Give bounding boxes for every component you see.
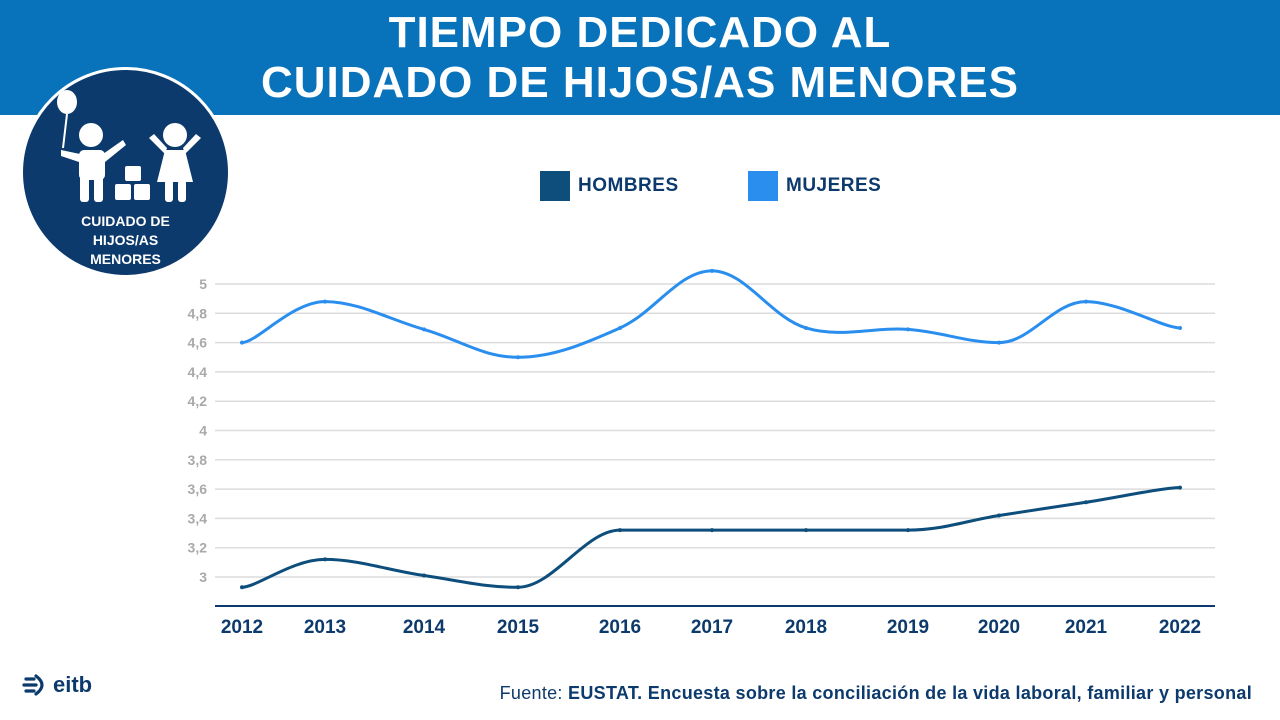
legend-swatch-mujeres xyxy=(748,171,778,201)
data-point-hombres xyxy=(906,528,910,533)
source-note: Fuente: EUSTAT. Encuesta sobre la concil… xyxy=(500,683,1252,704)
x-tick-label: 2019 xyxy=(887,617,929,638)
data-point-mujeres xyxy=(422,327,426,332)
data-point-hombres xyxy=(618,528,622,533)
badge-label-line-3: MENORES xyxy=(90,251,161,267)
data-point-hombres xyxy=(710,528,714,533)
legend-swatch-hombres xyxy=(540,171,570,201)
eitb-logo-text: eitb xyxy=(53,672,93,697)
y-tick-label: 3 xyxy=(199,569,207,585)
legend-label-hombres: HOMBRES xyxy=(578,175,679,196)
y-tick-label: 4,2 xyxy=(188,393,208,409)
legend-item-mujeres: MUJERES xyxy=(748,171,881,201)
data-point-mujeres xyxy=(997,340,1001,345)
data-point-mujeres xyxy=(1084,299,1088,304)
x-tick-label: 2012 xyxy=(221,617,263,638)
legend-item-hombres: HOMBRES xyxy=(540,171,679,201)
topic-badge: CUIDADO DE HIJOS/AS MENORES xyxy=(20,67,231,278)
header-banner: TIEMPO DEDICADO AL CUIDADO DE HIJOS/AS M… xyxy=(0,0,1280,115)
data-point-hombres xyxy=(804,528,808,533)
x-tick-label: 2021 xyxy=(1065,617,1108,638)
y-tick-label: 3,2 xyxy=(188,540,208,556)
data-point-mujeres xyxy=(1178,325,1182,330)
x-tick-label: 2018 xyxy=(785,617,827,638)
data-point-hombres xyxy=(997,513,1001,518)
x-tick-label: 2016 xyxy=(599,617,641,638)
y-tick-label: 4,8 xyxy=(188,305,208,321)
data-point-mujeres xyxy=(323,299,327,304)
eitb-logo-icon xyxy=(22,674,44,696)
data-point-mujeres xyxy=(618,325,622,330)
x-tick-label: 2013 xyxy=(304,617,346,638)
data-point-mujeres xyxy=(710,268,714,273)
badge-label-line-1: CUIDADO DE xyxy=(81,213,170,229)
title-line-2: CUIDADO DE HIJOS/AS MENORES xyxy=(261,57,1019,107)
badge-label-line-2: HIJOS/AS xyxy=(92,232,159,248)
title-line-1: TIEMPO DEDICADO AL xyxy=(388,7,892,57)
children-playing-icon xyxy=(57,90,201,202)
source-text: EUSTAT. Encuesta sobre la conciliación d… xyxy=(568,683,1252,703)
data-point-hombres xyxy=(1178,485,1182,490)
data-point-hombres xyxy=(422,573,426,578)
x-tick-label: 2014 xyxy=(403,617,446,638)
x-tick-label: 2020 xyxy=(978,617,1020,638)
data-point-mujeres xyxy=(906,327,910,332)
data-point-hombres xyxy=(516,585,520,590)
x-tick-label: 2022 xyxy=(1159,617,1201,638)
y-tick-label: 3,4 xyxy=(188,510,208,526)
x-tick-label: 2015 xyxy=(497,617,540,638)
y-tick-label: 3,6 xyxy=(188,481,208,497)
data-point-hombres xyxy=(1084,500,1088,505)
data-point-mujeres xyxy=(240,340,244,345)
y-tick-label: 4 xyxy=(199,423,207,439)
badge-label: CUIDADO DE HIJOS/AS MENORES xyxy=(23,212,228,269)
data-point-mujeres xyxy=(516,355,520,360)
y-tick-label: 5 xyxy=(199,276,207,292)
legend-label-mujeres: MUJERES xyxy=(786,175,882,196)
y-tick-label: 4,6 xyxy=(188,335,208,351)
series-line-hombres xyxy=(240,486,1182,589)
eitb-logo: eitb xyxy=(22,672,92,698)
data-point-hombres xyxy=(240,585,244,590)
y-tick-label: 4,4 xyxy=(188,364,208,380)
source-label: Fuente: xyxy=(499,683,563,703)
y-tick-label: 3,8 xyxy=(188,452,208,468)
x-tick-label: 2017 xyxy=(691,617,733,638)
data-point-mujeres xyxy=(804,325,808,330)
data-point-hombres xyxy=(323,557,327,562)
